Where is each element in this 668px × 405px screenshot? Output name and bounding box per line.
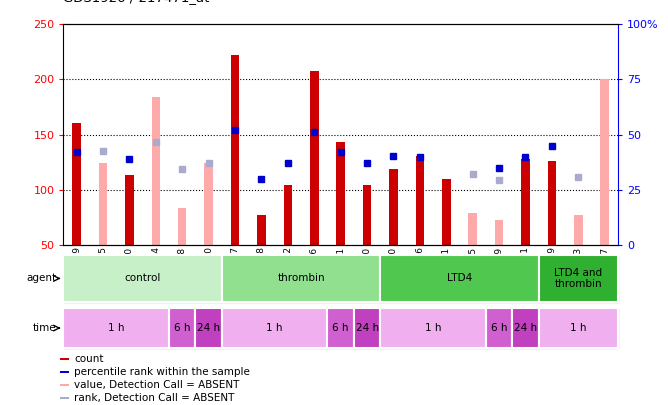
Bar — [380, 255, 538, 302]
Bar — [327, 308, 354, 348]
Text: 1 h: 1 h — [267, 323, 283, 333]
Text: percentile rank within the sample: percentile rank within the sample — [74, 367, 250, 377]
Bar — [178, 207, 186, 245]
Bar — [284, 185, 292, 245]
Bar — [468, 213, 477, 245]
Bar — [169, 308, 196, 348]
Bar — [152, 97, 160, 245]
Bar — [60, 384, 69, 386]
Text: 6 h: 6 h — [491, 323, 507, 333]
Bar — [389, 169, 397, 245]
Bar — [415, 156, 424, 245]
Bar — [63, 308, 618, 348]
Bar — [72, 123, 81, 245]
Bar — [363, 185, 371, 245]
Bar — [486, 308, 512, 348]
Text: count: count — [74, 354, 104, 364]
Bar — [380, 308, 486, 348]
Bar — [63, 255, 618, 302]
Bar — [257, 215, 266, 245]
Text: 6 h: 6 h — [174, 323, 190, 333]
Text: 24 h: 24 h — [514, 323, 537, 333]
Bar — [574, 215, 582, 245]
Bar — [222, 308, 327, 348]
Text: 24 h: 24 h — [197, 323, 220, 333]
Bar — [538, 255, 618, 302]
Bar — [63, 308, 169, 348]
Bar — [548, 161, 556, 245]
Bar — [495, 220, 503, 245]
Bar — [231, 55, 239, 245]
Text: LTD4: LTD4 — [447, 273, 472, 283]
Text: value, Detection Call = ABSENT: value, Detection Call = ABSENT — [74, 380, 240, 390]
Bar — [354, 308, 380, 348]
Text: rank, Detection Call = ABSENT: rank, Detection Call = ABSENT — [74, 393, 234, 403]
Bar — [196, 308, 222, 348]
Bar — [204, 163, 213, 245]
Text: 24 h: 24 h — [355, 323, 379, 333]
Text: 6 h: 6 h — [333, 323, 349, 333]
Bar — [60, 358, 69, 360]
Text: control: control — [124, 273, 161, 283]
Text: 1 h: 1 h — [425, 323, 442, 333]
Bar — [60, 371, 69, 373]
Text: 1 h: 1 h — [570, 323, 587, 333]
Bar — [601, 79, 609, 245]
Text: time: time — [33, 323, 57, 333]
Text: thrombin: thrombin — [277, 273, 325, 283]
Text: agent: agent — [27, 273, 57, 283]
Text: GDS1926 / 217471_at: GDS1926 / 217471_at — [63, 0, 210, 4]
Text: 1 h: 1 h — [108, 323, 124, 333]
Bar — [125, 175, 134, 245]
Text: LTD4 and
thrombin: LTD4 and thrombin — [554, 268, 603, 289]
Bar — [538, 308, 618, 348]
Bar — [63, 255, 222, 302]
Bar — [512, 308, 538, 348]
Bar — [222, 255, 380, 302]
Bar — [337, 143, 345, 245]
Bar — [521, 159, 530, 245]
Bar — [99, 163, 108, 245]
Bar — [310, 70, 319, 245]
Bar — [442, 179, 450, 245]
Bar — [60, 397, 69, 399]
